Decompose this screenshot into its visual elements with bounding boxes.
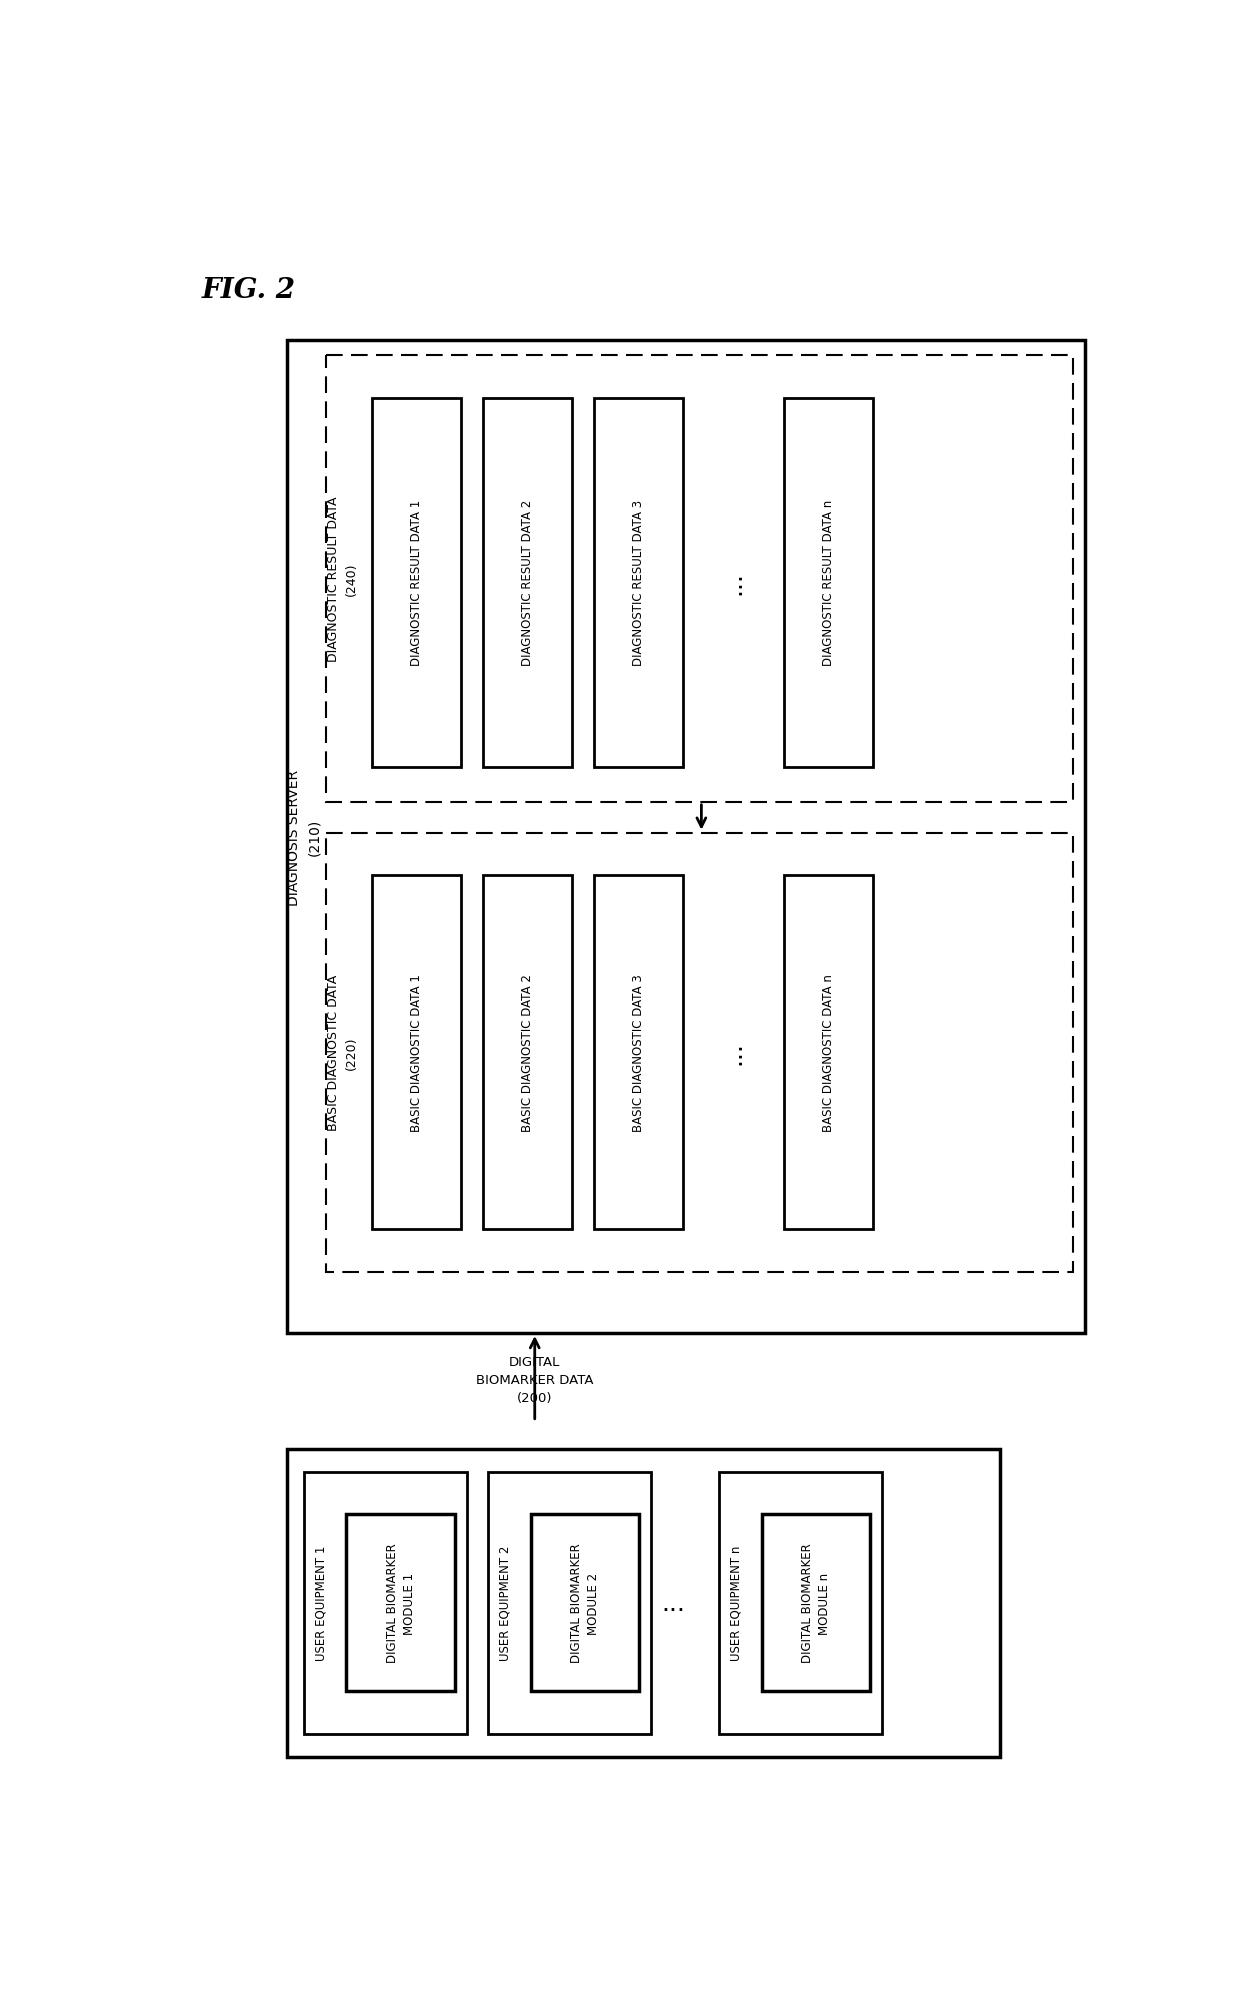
Text: BASIC DIAGNOSTIC DATA n: BASIC DIAGNOSTIC DATA n	[822, 974, 835, 1131]
Text: DIGITAL BIOMARKER
MODULE n: DIGITAL BIOMARKER MODULE n	[801, 1544, 831, 1662]
Bar	[784, 876, 873, 1229]
Text: ...: ...	[661, 1590, 686, 1614]
Text: DIAGNOSTIC RESULT DATA 1: DIAGNOSTIC RESULT DATA 1	[410, 499, 423, 666]
Bar	[304, 1472, 466, 1734]
Text: DIAGNOSTIC RESULT DATA 2: DIAGNOSTIC RESULT DATA 2	[521, 499, 534, 666]
Text: ...: ...	[722, 1041, 745, 1065]
Bar	[286, 1450, 999, 1756]
Text: FIG. 2: FIG. 2	[201, 277, 295, 305]
Bar	[286, 341, 1085, 1333]
Text: DIAGNOSTIC RESULT DATA n: DIAGNOSTIC RESULT DATA n	[822, 499, 835, 666]
Text: DIGITAL BIOMARKER
MODULE 1: DIGITAL BIOMARKER MODULE 1	[386, 1544, 415, 1662]
Bar	[482, 399, 572, 768]
Bar	[372, 876, 461, 1229]
Text: DIAGNOSTIC RESULT DATA 3: DIAGNOSTIC RESULT DATA 3	[631, 499, 645, 666]
Text: USER EQUIPMENT 1: USER EQUIPMENT 1	[315, 1546, 327, 1660]
Bar	[489, 1472, 651, 1734]
Text: ...: ...	[722, 571, 745, 595]
Bar	[325, 357, 1074, 802]
Bar	[531, 1514, 640, 1692]
Text: DIAGNOSIS SERVER
(210): DIAGNOSIS SERVER (210)	[286, 770, 321, 904]
Text: USER EQUIPMENT 2: USER EQUIPMENT 2	[498, 1546, 512, 1660]
Text: DIGITAL BIOMARKER
MODULE 2: DIGITAL BIOMARKER MODULE 2	[570, 1544, 600, 1662]
Text: BASIC DIAGNOSTIC DATA
(220): BASIC DIAGNOSTIC DATA (220)	[327, 974, 358, 1131]
Bar	[482, 876, 572, 1229]
Text: DIGITAL
BIOMARKER DATA
(200): DIGITAL BIOMARKER DATA (200)	[476, 1355, 594, 1404]
Bar	[372, 399, 461, 768]
Text: BASIC DIAGNOSTIC DATA 2: BASIC DIAGNOSTIC DATA 2	[521, 974, 534, 1131]
Bar	[346, 1514, 455, 1692]
Text: DIAGNOSTIC RESULT DATA
(240): DIAGNOSTIC RESULT DATA (240)	[327, 497, 358, 662]
Bar	[594, 876, 683, 1229]
Text: USER EQUIPMENT n: USER EQUIPMENT n	[730, 1546, 743, 1660]
Bar	[594, 399, 683, 768]
Bar	[761, 1514, 870, 1692]
Bar	[719, 1472, 882, 1734]
Bar	[784, 399, 873, 768]
Text: BASIC DIAGNOSTIC DATA 1: BASIC DIAGNOSTIC DATA 1	[410, 974, 423, 1131]
Text: BASIC DIAGNOSTIC DATA 3: BASIC DIAGNOSTIC DATA 3	[631, 974, 645, 1131]
Bar	[325, 834, 1074, 1271]
